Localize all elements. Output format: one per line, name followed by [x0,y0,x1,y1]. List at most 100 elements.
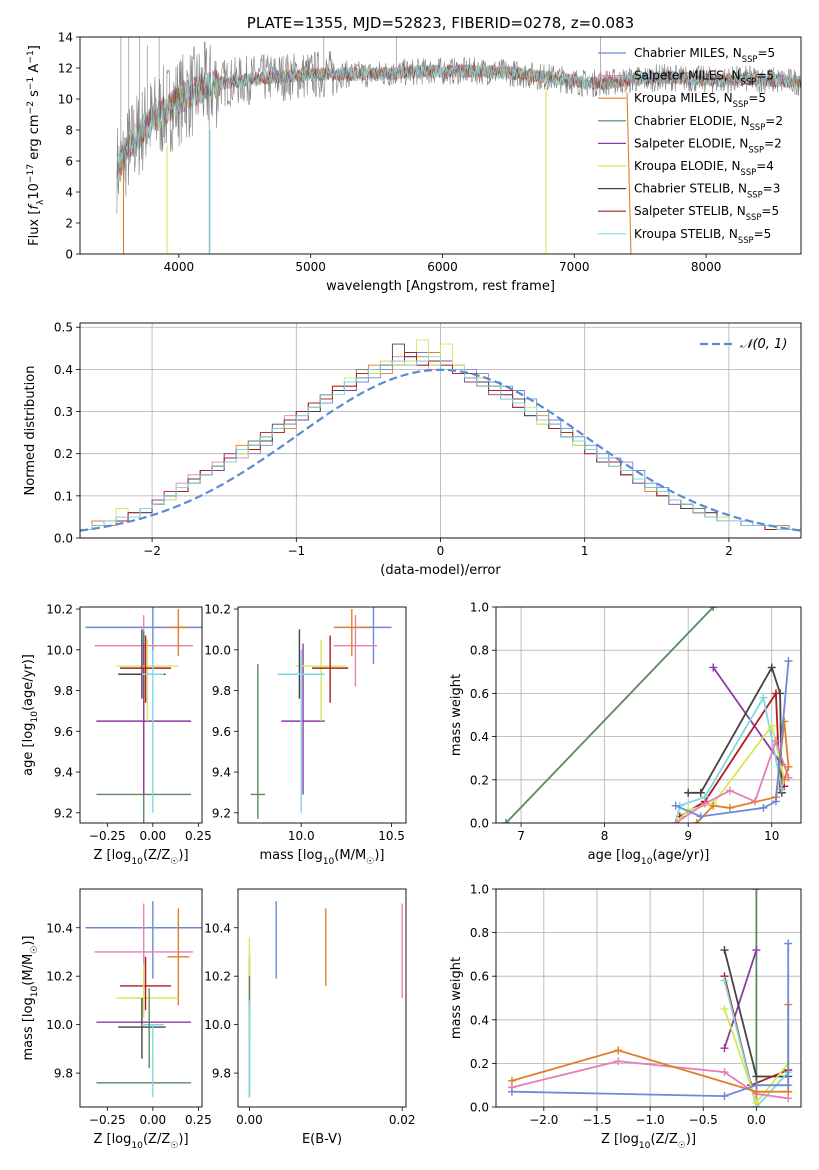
weight-marker [696,788,705,797]
weight-marker [720,1068,729,1077]
weight-series [723,949,758,1049]
x-tick-label: −1.0 [636,1113,665,1127]
y-tick-label: 0.0 [470,817,489,831]
weight-marker [784,762,793,771]
x-axis-label: Z [log10(Z/Z☉)] [93,1132,188,1151]
errorbar-point [118,629,166,699]
weight-marker [767,721,776,730]
model-spectrum [116,63,801,182]
weight-marker [752,1081,761,1090]
weight-marker [720,1004,729,1013]
y-tick-label: 1.0 [470,883,489,897]
x-tick-label: −1.5 [582,1113,611,1127]
weight-marker [752,946,761,955]
weight-marker [507,1087,516,1096]
legend-label: Salpeter MILES, NSSP=5 [634,69,774,87]
weight-marker [777,784,786,793]
weight-marker [507,1076,516,1085]
weight-marker [720,976,729,985]
y-tick-label: 9.6 [54,725,73,739]
spectrum-panel: 4000 5000 6000 7000 8000 0 2 4 6 8 10 12 14 wavelengt… [58,31,802,294]
y-tick-label: 0.6 [470,970,489,984]
weight-marker [709,663,718,672]
weight-marker [684,788,693,797]
x-tick-label: 0.00 [236,1113,263,1127]
plot-area [116,37,801,254]
x-tick-label: 7 [517,829,525,843]
x-axis-label: (data-model)/error [380,563,501,578]
weight-marker [709,801,718,810]
weight-marker [752,1072,761,1081]
normal-curve [80,368,801,532]
weight-series [505,607,714,823]
plot-area [502,607,793,823]
axes-frame [79,606,203,824]
x-tick-label: 5000 [295,260,326,274]
axes-frame [237,888,407,1108]
y-tick-label: 9.2 [212,806,231,820]
y-axis-label: Flux [fλ10−17 erg cm−2 s−1 A−1] [26,45,46,246]
legend-label: Kroupa MILES, NSSP=5 [634,91,766,109]
weight-marker [671,819,680,823]
x-tick-label: 7000 [559,260,590,274]
x-tick-label: 0.25 [185,1113,212,1127]
errorbar-point [85,901,202,979]
x-tick-label: 1 [581,544,589,558]
y-tick-label: 9.4 [54,766,73,780]
y-tick-label: 0.4 [470,730,489,744]
x-tick-label: 0.00 [139,1113,166,1127]
x-tick-label: 9 [684,829,692,843]
y-tick-label: 9.8 [54,1067,73,1081]
weight-marker [614,1046,623,1055]
y-tick-label: 0.4 [54,363,73,377]
x-tick-label: 10 [764,829,779,843]
weight-marker [752,889,761,893]
y-tick-label: 0.8 [470,926,489,940]
weight-marker [725,786,734,795]
plot-area [507,889,793,1107]
model-drop [626,92,632,254]
x-tick-label: −0.25 [89,829,126,843]
weight-metallicity-panel: −2.0 −1.5 −1.0 −0.5 0.0 0.0 0.2 0.4 0.6 0.8 1.0 Z [… [449,883,802,1151]
y-axis-label: mass [log10(M/M☉)] [21,936,40,1061]
x-tick-label: 0.02 [389,1113,416,1127]
x-tick-label: −1 [287,544,305,558]
y-tick-label: 10.0 [46,1018,73,1032]
y-tick-label: 10.4 [204,921,231,935]
y-tick-label: 9.6 [212,725,231,739]
legend: 𝒩(0, 1) [700,337,787,352]
axes-frame [79,36,802,255]
weight-series [674,695,783,823]
y-tick-label: 9.8 [212,1067,231,1081]
legend-label: Kroupa STELIB, NSSP=5 [634,227,771,245]
plot-area [80,339,801,538]
weight-marker [720,1092,729,1101]
weight-marker [784,1081,793,1090]
axes-frame [237,606,407,824]
x-tick-label: 4000 [164,260,195,274]
y-tick-label: 10 [58,93,73,107]
y-tick-label: 10.2 [204,970,231,984]
weight-marker [780,717,789,726]
plot-area [250,607,392,819]
y-tick-label: 9.8 [54,684,73,698]
y-tick-label: 0.8 [470,644,489,658]
axes-frame [495,606,802,824]
errorbar-point [333,615,378,687]
mass-ebv-panel: 0.00 0.02 9.8 10.0 10.2 10.4 E(B-V) [204,888,416,1147]
y-axis-label: age [log10(age/yr)] [21,654,40,776]
weight-marker [696,812,705,821]
y-tick-label: 9.4 [212,766,231,780]
errorbar-point [167,609,190,656]
x-tick-label: 8000 [691,260,722,274]
legend-label: Salpeter STELIB, NSSP=5 [634,204,779,222]
x-tick-label: −2.0 [529,1113,558,1127]
y-tick-label: 0 [65,248,73,262]
age-mass-panel: 10.0 10.5 9.2 9.4 9.6 9.8 10.0 10.2 mass [log10(… [204,603,407,867]
x-axis-label: wavelength [Angstrom, rest frame] [326,279,555,294]
y-tick-label: 14 [58,31,73,45]
errorbar-point [250,664,266,819]
weight-marker [767,663,776,672]
x-tick-label: 2 [725,544,733,558]
chart-title: PLATE=1355, MJD=52823, FIBERID=0278, z=0… [247,14,634,32]
